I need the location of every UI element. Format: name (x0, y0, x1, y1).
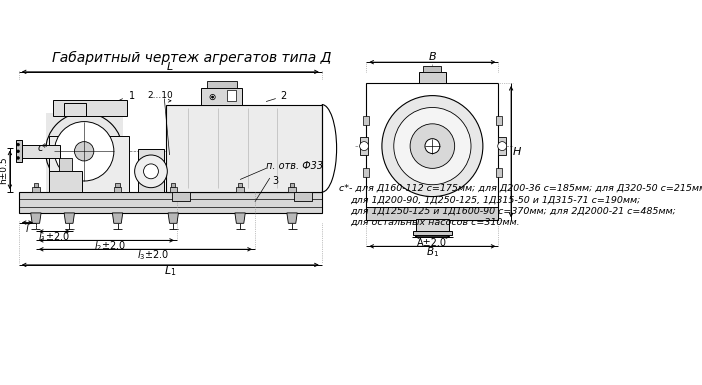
Circle shape (425, 139, 440, 154)
Bar (115, 183, 120, 187)
Polygon shape (168, 213, 178, 223)
Circle shape (143, 164, 159, 179)
Circle shape (135, 155, 167, 187)
Polygon shape (112, 213, 123, 223)
Text: $l_2$±2.0: $l_2$±2.0 (94, 239, 126, 253)
Text: 2...10: 2...10 (147, 91, 173, 100)
Text: h±0.5: h±0.5 (0, 156, 8, 184)
Text: с*- для Д160-112 с=175мм; для Д200-36 с=185мм; для Д320-50 с=215мм;: с*- для Д160-112 с=175мм; для Д200-36 с=… (339, 184, 702, 193)
Text: H: H (513, 147, 521, 157)
Bar (138, 149, 164, 192)
Text: Габаритный чертеж агрегатов типа Д: Габаритный чертеж агрегатов типа Д (52, 51, 331, 65)
Text: L: L (167, 62, 173, 72)
Bar (32, 187, 39, 192)
Bar (19, 145, 60, 158)
Text: c*: c* (37, 143, 48, 153)
Bar (498, 137, 506, 155)
Bar (53, 100, 127, 116)
Text: B: B (429, 52, 436, 62)
Bar (289, 187, 296, 192)
Bar (114, 187, 121, 192)
Bar (366, 207, 498, 220)
Bar (290, 183, 294, 187)
Text: для 1Д200-90, 1Д250-125, 1Д315-50 и 1Д315-71 с=190мм;: для 1Д200-90, 1Д250-125, 1Д315-50 и 1Д31… (350, 196, 640, 205)
Bar (360, 137, 368, 155)
Bar (423, 66, 442, 72)
Bar (419, 72, 446, 83)
Bar (67, 183, 72, 187)
Bar (363, 167, 369, 177)
Polygon shape (287, 213, 297, 223)
Circle shape (55, 122, 114, 181)
Bar (19, 192, 322, 213)
Bar (207, 81, 237, 88)
Bar (416, 219, 449, 234)
Text: п. отв. Ф33: п. отв. Ф33 (266, 161, 323, 171)
Circle shape (17, 157, 20, 159)
Bar (201, 88, 242, 104)
Bar (16, 140, 22, 162)
Polygon shape (64, 213, 74, 223)
Text: для остальных насосов с=310мм.: для остальных насосов с=310мм. (350, 218, 519, 227)
Circle shape (17, 150, 20, 152)
Circle shape (382, 95, 483, 197)
Bar (172, 192, 190, 201)
Bar (170, 187, 177, 192)
Bar (166, 104, 322, 192)
Bar (238, 183, 242, 187)
Bar (171, 183, 176, 187)
Circle shape (210, 94, 216, 100)
Text: $B_1$: $B_1$ (426, 245, 439, 259)
Text: 3: 3 (272, 176, 279, 186)
Circle shape (17, 143, 20, 146)
Circle shape (498, 142, 507, 151)
Polygon shape (31, 213, 41, 223)
Circle shape (359, 142, 369, 151)
Text: 1: 1 (129, 91, 135, 101)
Bar (366, 83, 498, 220)
Text: $l_3$±2.0: $l_3$±2.0 (137, 248, 169, 262)
Bar (64, 103, 86, 116)
Circle shape (74, 142, 94, 161)
Circle shape (211, 96, 213, 98)
Text: 2: 2 (280, 91, 286, 101)
Circle shape (410, 124, 455, 168)
Bar (363, 116, 369, 125)
Bar (413, 231, 451, 235)
Circle shape (394, 107, 471, 185)
Bar (496, 167, 502, 177)
Bar (65, 187, 73, 192)
Bar (237, 187, 244, 192)
Bar (48, 136, 128, 192)
Bar (46, 113, 123, 192)
Text: для 1Д1250-125 и 1Д1600-90 с=370мм; для 2Д2000-21 с=485мм;: для 1Д1250-125 и 1Д1600-90 с=370мм; для … (350, 207, 676, 216)
Bar (34, 183, 38, 187)
Text: 4: 4 (137, 171, 143, 181)
Text: $l_1$±2.0: $l_1$±2.0 (39, 231, 71, 244)
Text: $L_1$: $L_1$ (164, 264, 176, 278)
Circle shape (46, 113, 123, 190)
Bar (48, 171, 82, 192)
Bar (227, 90, 237, 101)
Text: A±2.0: A±2.0 (418, 238, 447, 248)
Polygon shape (235, 213, 245, 223)
Text: l: l (26, 224, 29, 234)
Bar (59, 158, 72, 171)
Bar (496, 116, 502, 125)
Bar (294, 192, 312, 201)
